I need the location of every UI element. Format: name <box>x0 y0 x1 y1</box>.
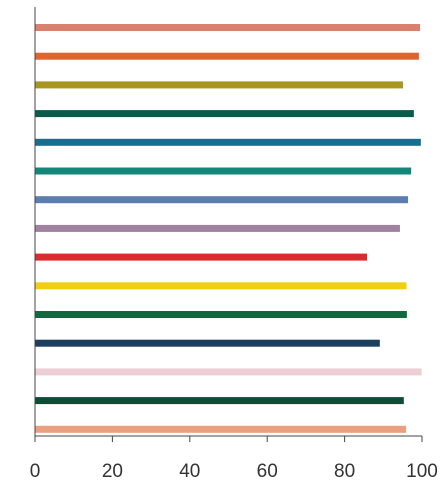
x-axis-ticks: 0 20 40 60 80 100 <box>30 436 438 482</box>
bar-9 <box>35 253 368 261</box>
bar-15 <box>35 425 407 433</box>
x-tick-label: 0 <box>30 461 41 482</box>
bar-6 <box>35 167 412 175</box>
x-tick-label: 40 <box>179 461 200 482</box>
x-tick-label: 80 <box>334 461 355 482</box>
bar-8 <box>35 224 400 232</box>
x-tick-label: 20 <box>102 461 123 482</box>
bar-5 <box>35 138 421 146</box>
bar-13 <box>35 368 422 376</box>
x-tick-label: 60 <box>257 461 278 482</box>
bar-7 <box>35 196 409 204</box>
bar-1 <box>35 24 421 31</box>
bar-11 <box>35 311 407 318</box>
bar-4 <box>35 110 414 118</box>
bar-3 <box>35 81 404 89</box>
bar-14 <box>35 397 404 405</box>
bars <box>35 24 422 433</box>
bar-2 <box>35 52 419 60</box>
bar-10 <box>35 282 407 290</box>
x-tick-label: 100 <box>406 461 438 482</box>
bar-12 <box>35 339 380 347</box>
